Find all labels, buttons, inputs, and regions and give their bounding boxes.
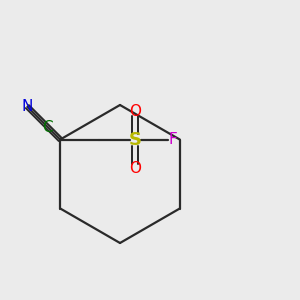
Text: F: F xyxy=(168,132,177,147)
Text: O: O xyxy=(129,103,141,118)
Text: S: S xyxy=(129,130,142,148)
Text: C: C xyxy=(42,119,53,134)
Text: N: N xyxy=(22,99,33,114)
Text: O: O xyxy=(129,160,141,175)
